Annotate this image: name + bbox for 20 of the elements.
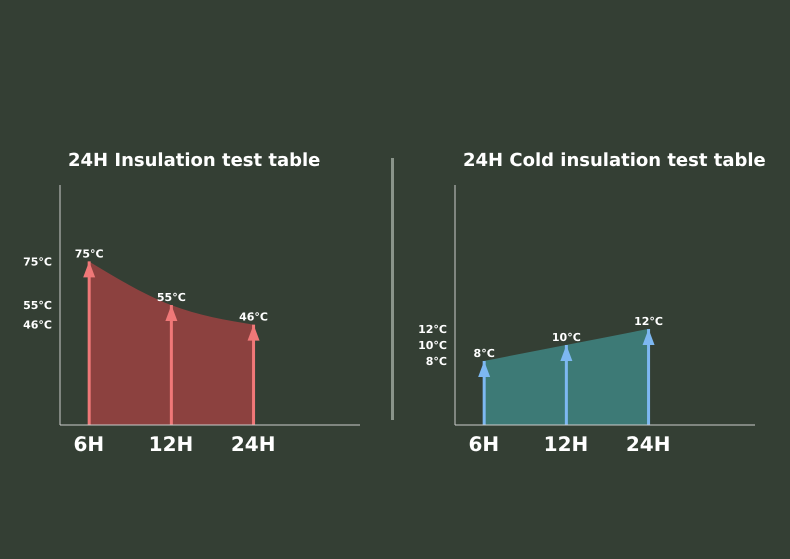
y-tick-label: 75°C bbox=[23, 255, 52, 268]
x-tick-label: 12H bbox=[544, 432, 588, 456]
data-label: 55°C bbox=[156, 291, 186, 304]
chart-title: 24H Cold insulation test table bbox=[463, 150, 766, 171]
x-tick-label: 6H bbox=[73, 432, 104, 456]
data-label: 12°C bbox=[634, 315, 663, 328]
x-tick-label: 6H bbox=[468, 432, 500, 456]
data-label: 10°C bbox=[552, 331, 581, 344]
y-tick-label: 46°C bbox=[23, 318, 52, 332]
y-tick-label: 8°C bbox=[426, 354, 447, 368]
x-tick-label: 12H bbox=[148, 432, 194, 456]
y-tick-label: 12°C bbox=[418, 322, 447, 336]
data-label: 46°C bbox=[239, 310, 268, 324]
data-label: 8°C bbox=[474, 347, 495, 360]
x-tick-label: 24H bbox=[230, 432, 276, 456]
y-tick-label: 10°C bbox=[418, 338, 447, 352]
x-tick-label: 24H bbox=[626, 432, 670, 456]
data-label: 75°C bbox=[74, 247, 104, 260]
y-tick-label: 55°C bbox=[23, 298, 52, 312]
chart-title: 24H Insulation test table bbox=[68, 150, 320, 171]
